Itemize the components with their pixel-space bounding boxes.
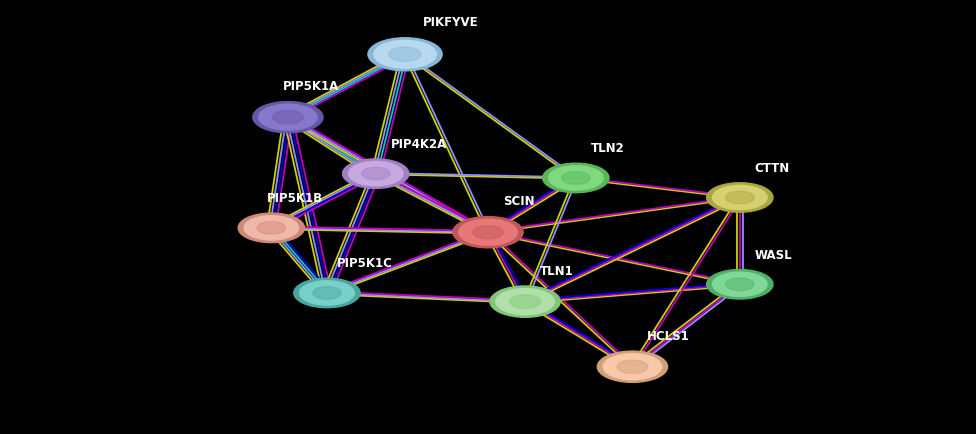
Circle shape bbox=[459, 219, 517, 245]
Circle shape bbox=[253, 102, 323, 133]
Circle shape bbox=[549, 166, 603, 190]
Circle shape bbox=[300, 281, 354, 305]
Circle shape bbox=[361, 167, 390, 180]
Circle shape bbox=[272, 110, 304, 124]
Circle shape bbox=[603, 354, 662, 380]
Circle shape bbox=[617, 360, 648, 374]
Circle shape bbox=[257, 221, 286, 234]
Circle shape bbox=[368, 38, 442, 71]
Text: PIP4K2A: PIP4K2A bbox=[390, 138, 447, 151]
Circle shape bbox=[312, 286, 342, 299]
Text: CTTN: CTTN bbox=[754, 162, 790, 175]
Circle shape bbox=[712, 185, 767, 210]
Circle shape bbox=[388, 47, 422, 62]
Text: TLN1: TLN1 bbox=[540, 265, 574, 278]
Circle shape bbox=[490, 286, 560, 317]
Text: PIKFYVE: PIKFYVE bbox=[423, 16, 478, 29]
Circle shape bbox=[725, 278, 754, 291]
Circle shape bbox=[707, 270, 773, 299]
Text: PIP5K1A: PIP5K1A bbox=[283, 80, 340, 93]
Text: HCLS1: HCLS1 bbox=[647, 330, 690, 343]
Circle shape bbox=[509, 295, 541, 309]
Circle shape bbox=[244, 216, 299, 240]
Circle shape bbox=[472, 225, 504, 239]
Circle shape bbox=[259, 104, 317, 130]
Circle shape bbox=[712, 272, 767, 296]
Circle shape bbox=[543, 163, 609, 193]
Circle shape bbox=[561, 171, 590, 184]
Text: PIP5K1C: PIP5K1C bbox=[337, 257, 392, 270]
Circle shape bbox=[348, 161, 403, 186]
Circle shape bbox=[343, 159, 409, 188]
Circle shape bbox=[725, 191, 754, 204]
Circle shape bbox=[294, 278, 360, 308]
Circle shape bbox=[238, 213, 305, 243]
Circle shape bbox=[597, 351, 668, 382]
Circle shape bbox=[496, 289, 554, 315]
Text: WASL: WASL bbox=[754, 249, 793, 262]
Text: TLN2: TLN2 bbox=[590, 142, 625, 155]
Text: PIP5K1B: PIP5K1B bbox=[266, 192, 323, 205]
Circle shape bbox=[707, 183, 773, 212]
Circle shape bbox=[374, 40, 436, 68]
Circle shape bbox=[453, 217, 523, 248]
Text: SCIN: SCIN bbox=[503, 195, 534, 208]
